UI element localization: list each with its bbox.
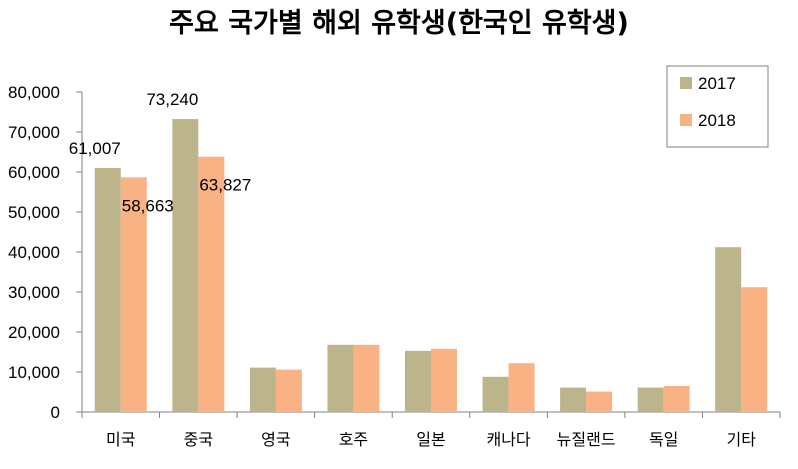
legend: 2017 2018	[666, 65, 769, 148]
x-tick-label: 캐나다	[486, 430, 530, 449]
x-tick-label: 호주	[339, 430, 368, 449]
x-tick-label: 기타	[726, 430, 756, 449]
legend-label-2018: 2018	[698, 111, 736, 130]
data-label: 63,827	[199, 176, 251, 195]
bar-2018-일본	[431, 348, 457, 412]
data-label: 61,007	[69, 139, 121, 158]
bar-2017-뉴질랜드	[560, 387, 587, 412]
bar-2018-미국	[120, 177, 147, 412]
bars	[94, 119, 768, 412]
y-tick-label: 70,000	[8, 123, 60, 142]
y-tick-label: 40,000	[8, 243, 60, 262]
bar-2018-중국	[198, 156, 225, 412]
y-tick-label: 30,000	[8, 283, 60, 302]
x-tick-label: 뉴질랜드	[557, 430, 616, 449]
x-tick-label: 독일	[649, 430, 678, 449]
bar-2017-일본	[405, 350, 431, 412]
y-tick-label: 0	[51, 403, 60, 422]
bar-2018-기타	[741, 287, 768, 412]
axes: 0 10,000 20,000 30,000 40,000 50,000 60,000 70,…	[8, 83, 781, 449]
bar-2017-기타	[715, 247, 742, 412]
y-tick-label: 20,000	[8, 323, 60, 342]
data-labels: 61,007 58,663 73,240 63,827	[69, 90, 252, 215]
x-tick-label: 미국	[106, 430, 135, 449]
bar-2017-독일	[637, 387, 664, 412]
bar-2017-미국	[94, 167, 121, 412]
bar-2018-영국	[275, 369, 302, 412]
y-tick-label: 10,000	[8, 363, 60, 382]
x-tick-label: 중국	[184, 430, 213, 449]
x-tick-label: 일본	[416, 430, 445, 449]
bar-2018-독일	[663, 386, 690, 412]
data-label: 73,240	[146, 90, 198, 109]
bar-2018-뉴질랜드	[586, 391, 613, 412]
bar-2017-호주	[327, 344, 354, 412]
y-tick-label: 80,000	[8, 83, 60, 102]
bar-2017-영국	[249, 367, 276, 412]
legend-label-2017: 2017	[698, 74, 736, 93]
x-tick-label: 영국	[261, 430, 290, 449]
legend-swatch-2018	[680, 114, 692, 126]
y-tick-label: 50,000	[8, 203, 60, 222]
bar-2018-호주	[353, 344, 380, 412]
bar-2017-캐나다	[482, 376, 509, 412]
data-label: 58,663	[122, 196, 174, 215]
bar-2017-중국	[172, 119, 199, 412]
legend-swatch-2017	[680, 77, 692, 89]
y-tick-label: 60,000	[8, 163, 60, 182]
bar-2018-캐나다	[508, 363, 535, 412]
chart-title: 주요 국가별 해외 유학생(한국인 유학생)	[169, 8, 629, 39]
